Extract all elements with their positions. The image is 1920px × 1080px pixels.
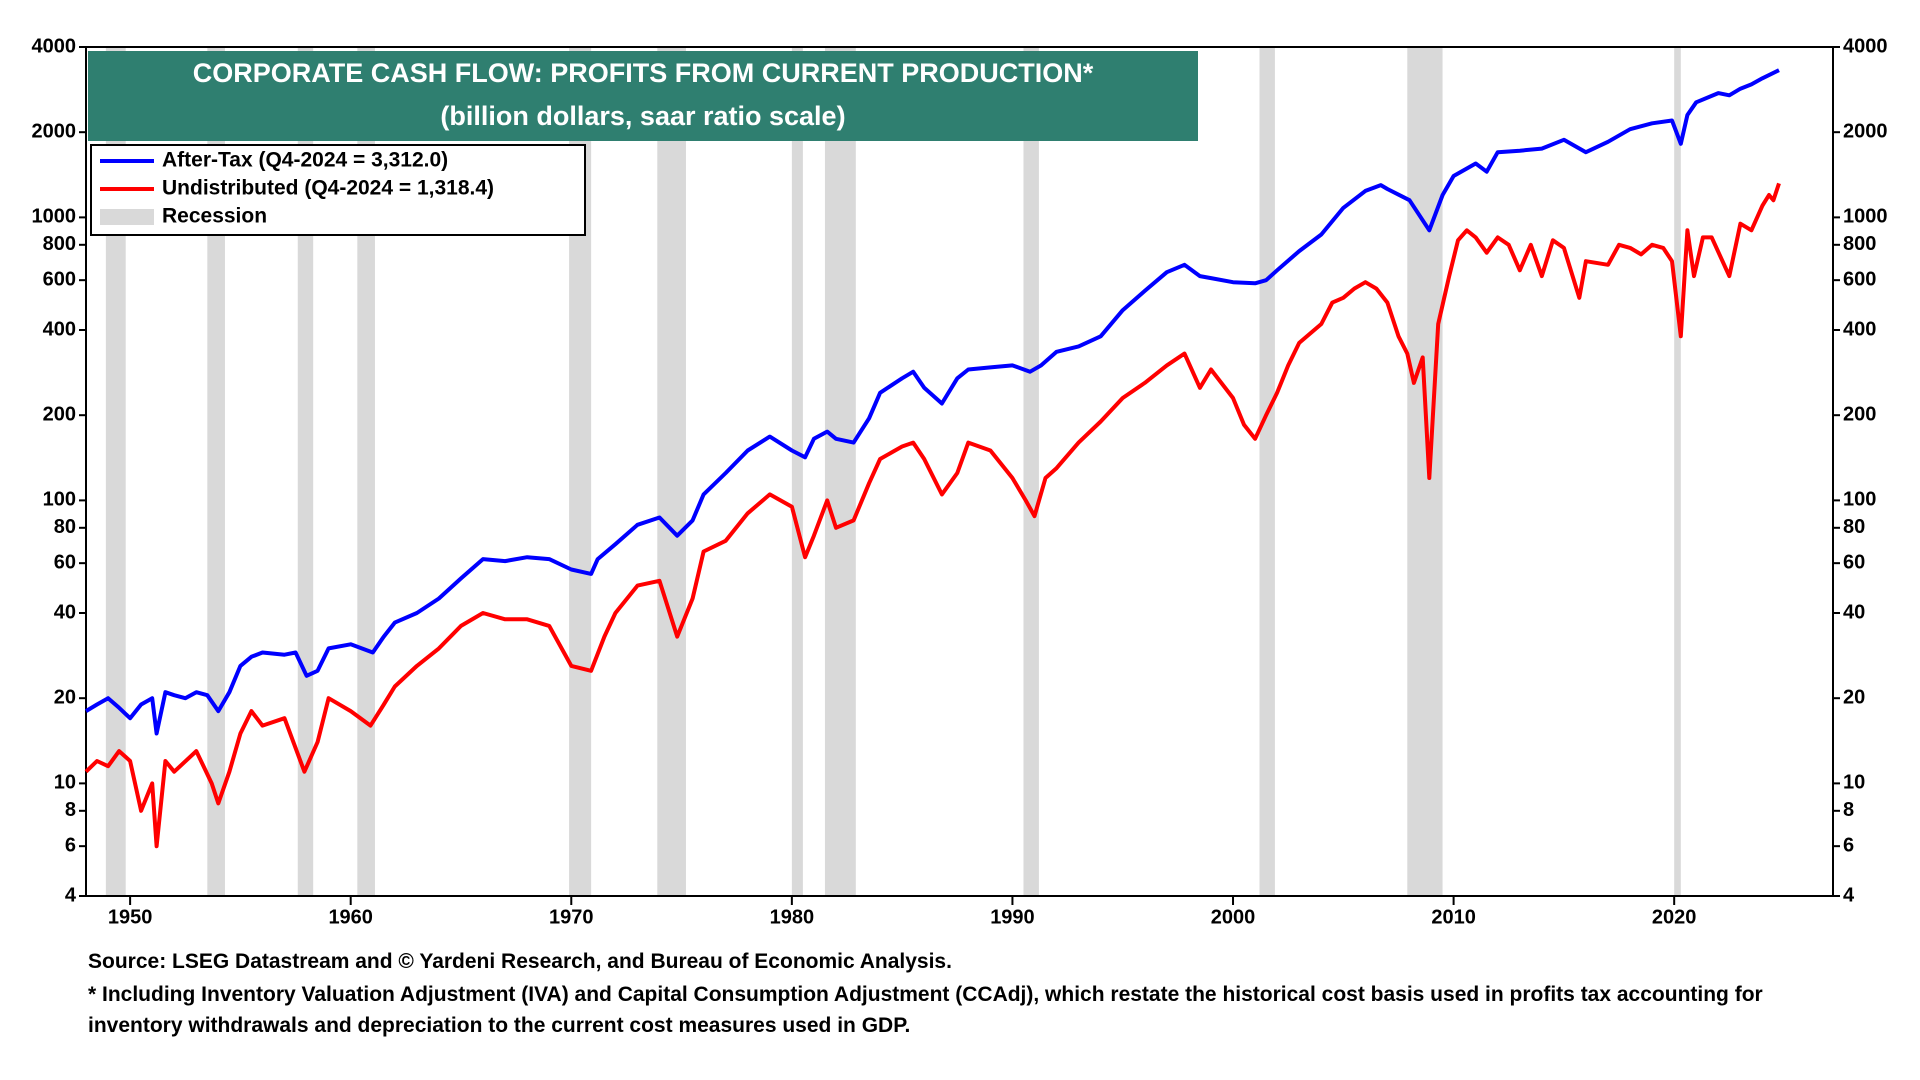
plot-frame: [85, 46, 1834, 897]
footnote: * Including Inventory Valuation Adjustme…: [88, 983, 1763, 1037]
source-note: Source: LSEG Datastream and © Yardeni Re…: [88, 950, 952, 973]
legend-label: After-Tax (Q4-2024 = 3,312.0): [162, 149, 448, 172]
x-tick-label: 2000: [1211, 906, 1256, 928]
recession-band: [297, 47, 314, 896]
legend-swatch: [100, 209, 154, 225]
y2-tick-label: 4: [1843, 884, 1855, 906]
y2-tick-label: 20: [1843, 686, 1865, 708]
y-tick-label: 4000: [32, 35, 77, 57]
y-tick-label: 10: [54, 772, 76, 794]
y-tick-label: 8: [65, 799, 76, 821]
y2-tick-label: 6: [1843, 834, 1854, 856]
y-tick-label: 1000: [32, 206, 77, 228]
plot-area: [79, 46, 1840, 905]
y-tick-label: 800: [43, 233, 76, 255]
y-tick-label: 100: [43, 489, 76, 511]
y2-tick-label: 40: [1843, 601, 1865, 623]
chart-title: CORPORATE CASH FLOW: PROFITS FROM CURREN…: [193, 58, 1094, 88]
x-tick-label: 1990: [990, 906, 1035, 928]
recession-band: [207, 47, 225, 896]
y2-tick-label: 60: [1843, 551, 1865, 573]
x-tick-label: 1960: [328, 906, 373, 928]
recession-band: [791, 47, 803, 896]
y-tick-label: 6: [65, 834, 76, 856]
x-tick-label: 1970: [549, 906, 594, 928]
legend-box: [90, 144, 586, 236]
data-line: [84, 68, 1780, 736]
y2-tick-label: 2000: [1843, 120, 1888, 142]
chart-subtitle: (billion dollars, saar ratio scale): [440, 101, 845, 131]
recession-band: [1259, 47, 1275, 896]
y-tick-label: 2000: [32, 120, 77, 142]
y2-tick-label: 4000: [1843, 35, 1888, 57]
title-box: [88, 51, 1198, 141]
y2-tick-label: 800: [1843, 233, 1876, 255]
y2-tick-label: 200: [1843, 403, 1876, 425]
y2-tick-label: 10: [1843, 772, 1865, 794]
recession-band: [1674, 47, 1681, 896]
y2-tick-label: 80: [1843, 516, 1865, 538]
y-tick-label: 4: [65, 884, 77, 906]
y2-tick-label: 100: [1843, 489, 1876, 511]
legend: After-Tax (Q4-2024 = 3,312.0) Undistribut…: [100, 149, 494, 228]
recession-band: [1407, 47, 1443, 896]
recession-band: [1023, 47, 1039, 896]
recession-band: [824, 47, 856, 896]
y-tick-label: 20: [54, 686, 76, 708]
y2-tick-label: 8: [1843, 799, 1854, 821]
y-tick-label: 40: [54, 601, 76, 623]
recession-band: [569, 47, 592, 896]
y-tick-label: 80: [54, 516, 76, 538]
y-tick-label: 60: [54, 551, 76, 573]
y-tick-label: 400: [43, 318, 76, 340]
x-tick-label: 1980: [770, 906, 815, 928]
y-tick-label: 600: [43, 268, 76, 290]
recession-band: [357, 47, 375, 896]
recession-band: [657, 47, 686, 896]
y-tick-label: 200: [43, 403, 76, 425]
data-line: [84, 182, 1781, 849]
legend-label: Recession: [162, 205, 267, 228]
x-tick-label: 2020: [1652, 906, 1697, 928]
y2-tick-label: 1000: [1843, 206, 1888, 228]
x-tick-label: 2010: [1431, 906, 1476, 928]
y2-tick-label: 600: [1843, 268, 1876, 290]
x-tick-label: 1950: [108, 906, 153, 928]
recession-band: [105, 47, 126, 896]
y2-tick-label: 400: [1843, 318, 1876, 340]
legend-label: Undistributed (Q4-2024 = 1,318.4): [162, 177, 494, 200]
